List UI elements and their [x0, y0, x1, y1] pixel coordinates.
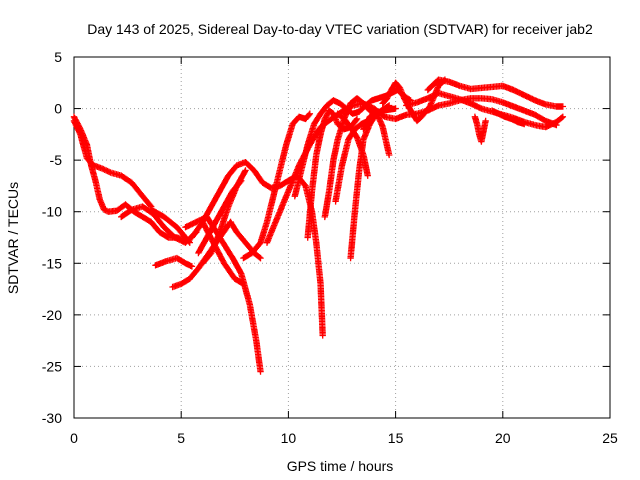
data-point-markers [291, 86, 414, 200]
x-axis-label: GPS time / hours [287, 458, 394, 474]
data-series [360, 108, 393, 159]
y-tick-label: -10 [42, 204, 62, 220]
y-tick-label: -30 [42, 410, 62, 426]
data-series [152, 254, 196, 270]
x-tick-label: 10 [281, 430, 297, 446]
data-point-markers [424, 76, 567, 110]
axes: 0 5 10 15 20 25 5 0 -5 -10 -15 -20 -25 -30 [42, 49, 618, 446]
data-point-markers [188, 159, 326, 339]
data-series [188, 159, 326, 339]
y-tick-label: -20 [42, 307, 62, 323]
data-point-markers [240, 110, 314, 262]
data-series [334, 110, 371, 179]
data-series [240, 110, 314, 262]
x-tick-label: 20 [495, 430, 511, 446]
data-point-markers [347, 105, 399, 262]
y-tick-label: -15 [42, 255, 62, 271]
data-series [148, 206, 193, 246]
data-point-markers [471, 113, 489, 145]
chart-title: Day 143 of 2025, Sidereal Day-to-day VTE… [87, 21, 593, 37]
data-point-markers [152, 254, 196, 270]
data-points [70, 76, 567, 375]
data-series [347, 105, 399, 262]
data-series [291, 86, 414, 200]
y-axis-label: SDTVAR / TECUs [5, 182, 21, 294]
x-tick-label: 25 [602, 430, 618, 446]
y-tick-label: -25 [42, 358, 62, 374]
data-series [488, 107, 528, 128]
data-series [471, 113, 489, 145]
data-series [199, 218, 247, 288]
data-point-markers [199, 218, 247, 288]
y-tick-label: 0 [54, 101, 62, 117]
y-tick-label: -5 [50, 152, 63, 168]
x-tick-label: 5 [177, 430, 185, 446]
data-point-markers [488, 107, 528, 128]
x-tick-label: 15 [388, 430, 404, 446]
y-tick-label: 5 [54, 49, 62, 65]
data-point-markers [148, 206, 193, 246]
x-tick-label: 0 [70, 430, 78, 446]
plot-frame [73, 56, 611, 419]
data-series [424, 76, 567, 110]
data-point-markers [360, 108, 393, 159]
data-point-markers [334, 110, 371, 179]
